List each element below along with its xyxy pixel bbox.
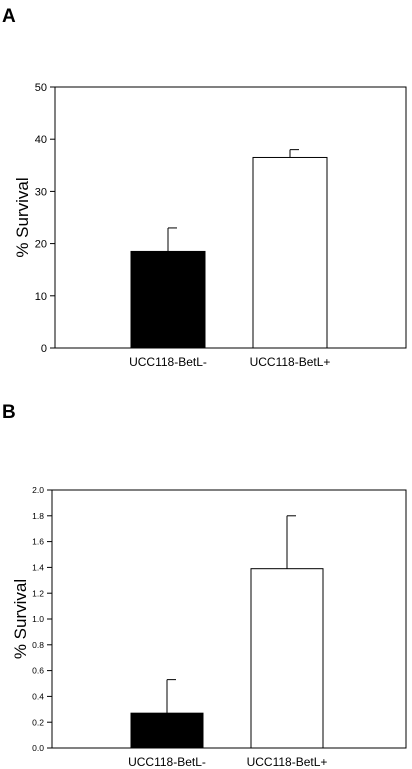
y-tick-label: 2.0 <box>32 485 44 495</box>
y-tick-label: 10 <box>35 291 47 303</box>
bar-betl-plus <box>250 568 324 749</box>
y-tick-label: 0.6 <box>32 666 44 676</box>
plot-frame <box>54 86 407 349</box>
category-label: UCC118-BetL+ <box>247 755 328 769</box>
category-label: UCC118-BetL+ <box>250 355 331 369</box>
y-tick-label: 0.2 <box>32 717 44 727</box>
y-tick-label: 30 <box>35 186 47 198</box>
y-tick-label: 1.2 <box>32 588 44 598</box>
bar-betl-minus <box>130 712 204 749</box>
y-axis-label: % Survival <box>13 177 32 257</box>
y-tick-label: 1.4 <box>32 562 44 572</box>
y-tick-label: 40 <box>35 134 47 146</box>
y-tick-label: 0 <box>41 343 47 355</box>
category-label: UCC118-BetL- <box>129 355 207 369</box>
y-tick-label: 0.0 <box>32 743 44 753</box>
panel-a-letter: A <box>2 6 16 27</box>
y-tick-label: 0.8 <box>32 640 44 650</box>
bar-betl-plus <box>252 156 328 349</box>
y-tick-label: 20 <box>35 239 47 251</box>
plot-frame <box>51 489 407 749</box>
panel-b-letter: B <box>2 402 16 423</box>
bar-betl-minus <box>130 250 206 349</box>
category-label: UCC118-BetL- <box>128 755 206 769</box>
y-tick-label: 1.8 <box>32 511 44 521</box>
chart-panel-a: 0 10 20 30 40 50 % Survival UCC118-BetL- UCC118-… <box>13 82 407 369</box>
y-tick-label: 1.0 <box>32 614 44 624</box>
y-tick-label: 0.4 <box>32 691 44 701</box>
y-tick-label: 1.6 <box>32 537 44 547</box>
chart-panel-b: 0.0 0.2 0.4 0.6 0.8 1.0 1.2 1.4 1.6 1.8 2.0 % Survi… <box>11 485 407 769</box>
y-tick-label: 50 <box>35 82 47 94</box>
y-axis-label: % Survival <box>11 579 30 659</box>
